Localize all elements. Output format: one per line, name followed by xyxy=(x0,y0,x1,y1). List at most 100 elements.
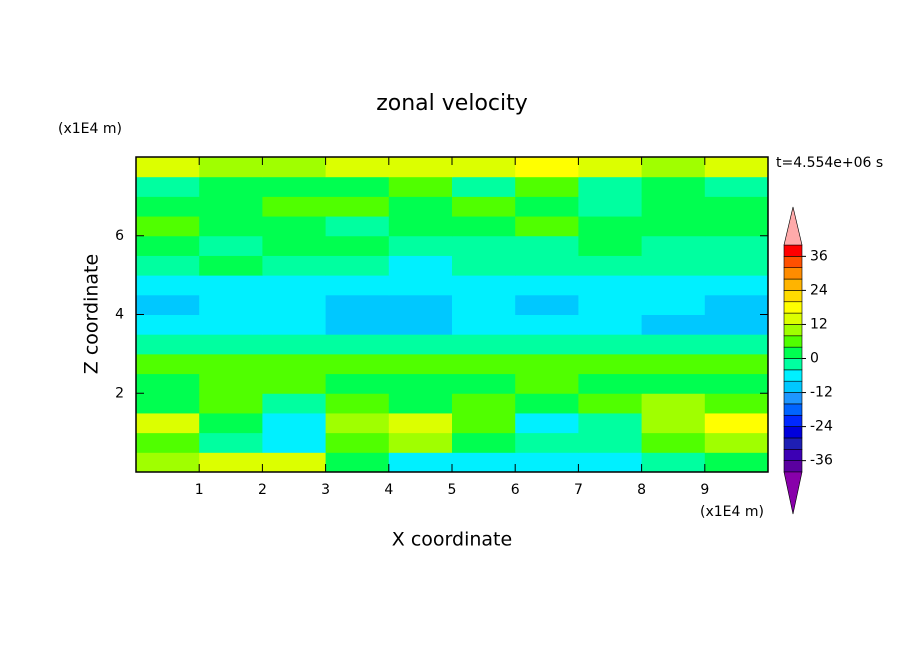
contour-cell xyxy=(136,393,200,414)
contour-cell xyxy=(262,393,327,414)
colorbar-box xyxy=(783,346,803,359)
colorbar-box xyxy=(783,403,803,416)
contour-cell xyxy=(641,235,706,256)
contour-cell xyxy=(515,452,579,473)
field xyxy=(136,157,769,473)
x-tick-label: 9 xyxy=(700,482,709,498)
contour-cell xyxy=(325,412,390,434)
contour-cell xyxy=(515,314,579,335)
x-tick-label: 8 xyxy=(637,482,646,498)
contour-cell xyxy=(388,235,453,256)
contour-cell xyxy=(578,373,643,394)
contour-cell xyxy=(388,275,453,296)
contour-cell xyxy=(199,353,263,375)
contour-cell xyxy=(262,412,327,434)
contour-cell xyxy=(452,412,516,434)
contour-cell xyxy=(452,235,516,256)
contour-cell xyxy=(199,235,263,256)
contour-cell xyxy=(262,334,327,355)
colorbar-box xyxy=(783,426,803,439)
contour-cell xyxy=(388,314,453,335)
contour-cell xyxy=(704,452,769,473)
contour-cell xyxy=(136,452,200,473)
contour-cell xyxy=(136,255,200,276)
colorbar-box xyxy=(783,392,803,405)
contour-cell xyxy=(452,452,516,473)
contour-cell xyxy=(199,432,263,453)
contour-cell xyxy=(388,255,453,276)
contour-cell xyxy=(136,353,200,375)
colorbar-box xyxy=(783,256,803,269)
contour-cell xyxy=(262,255,327,276)
y-tick-label: 6 xyxy=(115,228,124,244)
colorbar-box xyxy=(783,290,803,303)
contour-cell xyxy=(199,275,263,296)
colorbar-box xyxy=(783,460,803,473)
contour-cell xyxy=(641,294,706,315)
chart-title: zonal velocity xyxy=(376,91,528,116)
contour-cell xyxy=(515,255,579,276)
y-unit: (x1E4 m) xyxy=(58,121,122,137)
colorbar-box xyxy=(783,312,803,325)
contour-cell xyxy=(641,334,706,355)
contour-cell xyxy=(388,432,453,453)
contour-cell xyxy=(641,314,706,335)
contour-cell xyxy=(136,432,200,453)
colorbar-box xyxy=(783,244,803,257)
contour-cell xyxy=(641,176,706,197)
contour-cell xyxy=(704,275,769,296)
contour-cell xyxy=(262,157,327,178)
contour-cell xyxy=(325,393,390,414)
contour-cell xyxy=(641,275,706,296)
contour-cell xyxy=(578,196,643,217)
contour-cell xyxy=(388,393,453,414)
contour-cell xyxy=(388,176,453,197)
contour-cell xyxy=(641,393,706,414)
contour-cell xyxy=(325,294,390,315)
contour-cell xyxy=(136,275,200,296)
contour-cell xyxy=(325,314,390,335)
colorbar-box xyxy=(783,448,803,461)
contour-cell xyxy=(325,275,390,296)
colorbar-tick-label: -36 xyxy=(810,453,833,469)
colorbar-box xyxy=(783,414,803,427)
contour-cell xyxy=(262,216,327,237)
contour-cell xyxy=(578,255,643,276)
colorbar-box xyxy=(783,437,803,450)
contour-cell xyxy=(325,235,390,256)
contour-cell xyxy=(136,294,200,315)
contour-cell xyxy=(388,216,453,237)
contour-cell xyxy=(199,314,263,335)
contour-cell xyxy=(641,432,706,453)
contour-cell xyxy=(388,353,453,375)
contour-cell xyxy=(578,412,643,434)
x-tick-label: 4 xyxy=(384,482,393,498)
contour-cell xyxy=(704,393,769,414)
contour-cell xyxy=(136,176,200,197)
x-tick-label: 7 xyxy=(574,482,583,498)
contour-cell xyxy=(515,235,579,256)
contour-cell xyxy=(262,314,327,335)
x-tick-label: 3 xyxy=(321,482,330,498)
contour-cell xyxy=(262,176,327,197)
contour-cell xyxy=(578,157,643,178)
contour-cell xyxy=(262,373,327,394)
contour-cell xyxy=(136,373,200,394)
colorbar-box xyxy=(783,380,803,393)
contour-cell xyxy=(199,176,263,197)
contour-cell xyxy=(325,255,390,276)
contour-cell xyxy=(325,176,390,197)
contour-cell xyxy=(136,196,200,217)
contour-cell xyxy=(388,373,453,394)
contour-cell xyxy=(199,373,263,394)
contour-cell xyxy=(136,235,200,256)
time-label: t=4.554e+06 s xyxy=(776,155,883,171)
y-tick-label: 4 xyxy=(115,307,124,323)
contour-cell xyxy=(136,334,200,355)
contour-cell xyxy=(515,196,579,217)
contour-cell xyxy=(641,255,706,276)
contour-cell xyxy=(199,412,263,434)
colorbar-box xyxy=(783,267,803,280)
colorbar-tick-label: 24 xyxy=(810,282,828,298)
colorbar-box xyxy=(783,324,803,337)
